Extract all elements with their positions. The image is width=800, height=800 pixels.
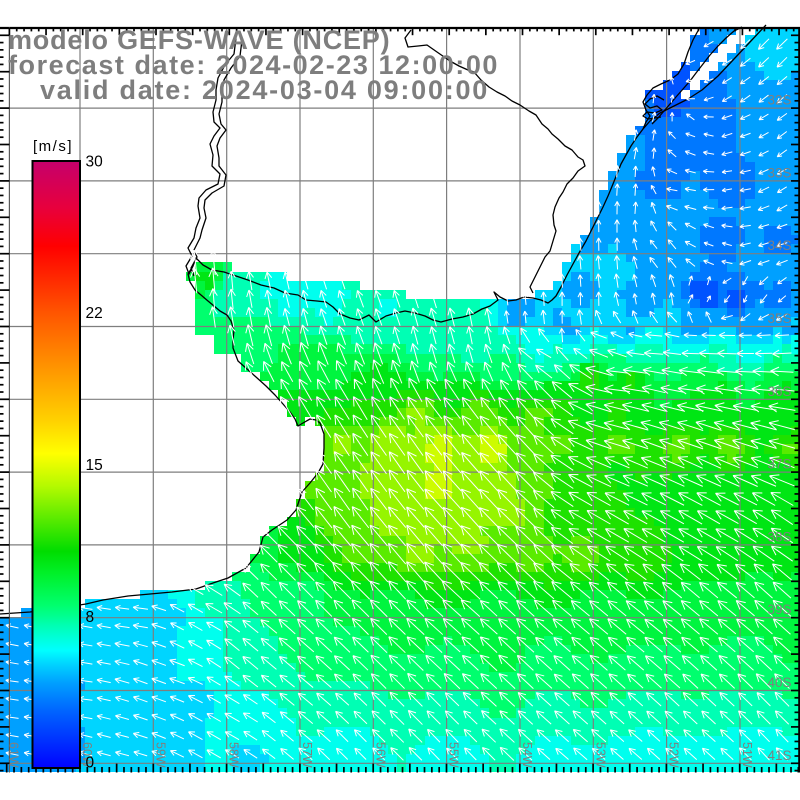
svg-text:56W: 56W (373, 742, 387, 768)
svg-text:61W: 61W (7, 742, 21, 768)
svg-text:59W: 59W (153, 742, 167, 768)
svg-text:15: 15 (86, 457, 103, 474)
svg-text:32S: 32S (767, 93, 791, 108)
svg-text:58W: 58W (227, 742, 241, 768)
svg-text:52W: 52W (667, 742, 681, 768)
svg-text:forecast date: 2024-02-23 12:0: forecast date: 2024-02-23 12:00:00 (8, 50, 499, 80)
svg-text:40S: 40S (767, 675, 791, 690)
svg-text:valid date: 2024-03-04 09:00:0: valid date: 2024-03-04 09:00:00 (40, 75, 489, 105)
svg-text:0: 0 (86, 755, 95, 772)
svg-text:36S: 36S (767, 384, 791, 399)
svg-text:39S: 39S (767, 602, 791, 617)
svg-text:53W: 53W (593, 742, 607, 768)
svg-text:22: 22 (86, 305, 103, 322)
svg-text:54W: 54W (520, 742, 534, 768)
svg-text:33S: 33S (767, 165, 791, 180)
svg-text:41S: 41S (767, 748, 791, 763)
svg-text:[m/s]: [m/s] (33, 138, 73, 155)
svg-text:55W: 55W (447, 742, 461, 768)
svg-text:35S: 35S (767, 311, 791, 326)
svg-text:38S: 38S (767, 529, 791, 544)
svg-text:34S: 34S (767, 238, 791, 253)
svg-text:60W: 60W (80, 742, 94, 768)
svg-text:51W: 51W (740, 742, 754, 768)
svg-text:30: 30 (86, 154, 104, 171)
svg-text:57W: 57W (300, 742, 314, 768)
svg-text:37S: 37S (767, 457, 791, 472)
svg-text:8: 8 (86, 609, 95, 626)
svg-text:modelo GEFS-WAVE (NCEP): modelo GEFS-WAVE (NCEP) (8, 25, 390, 55)
